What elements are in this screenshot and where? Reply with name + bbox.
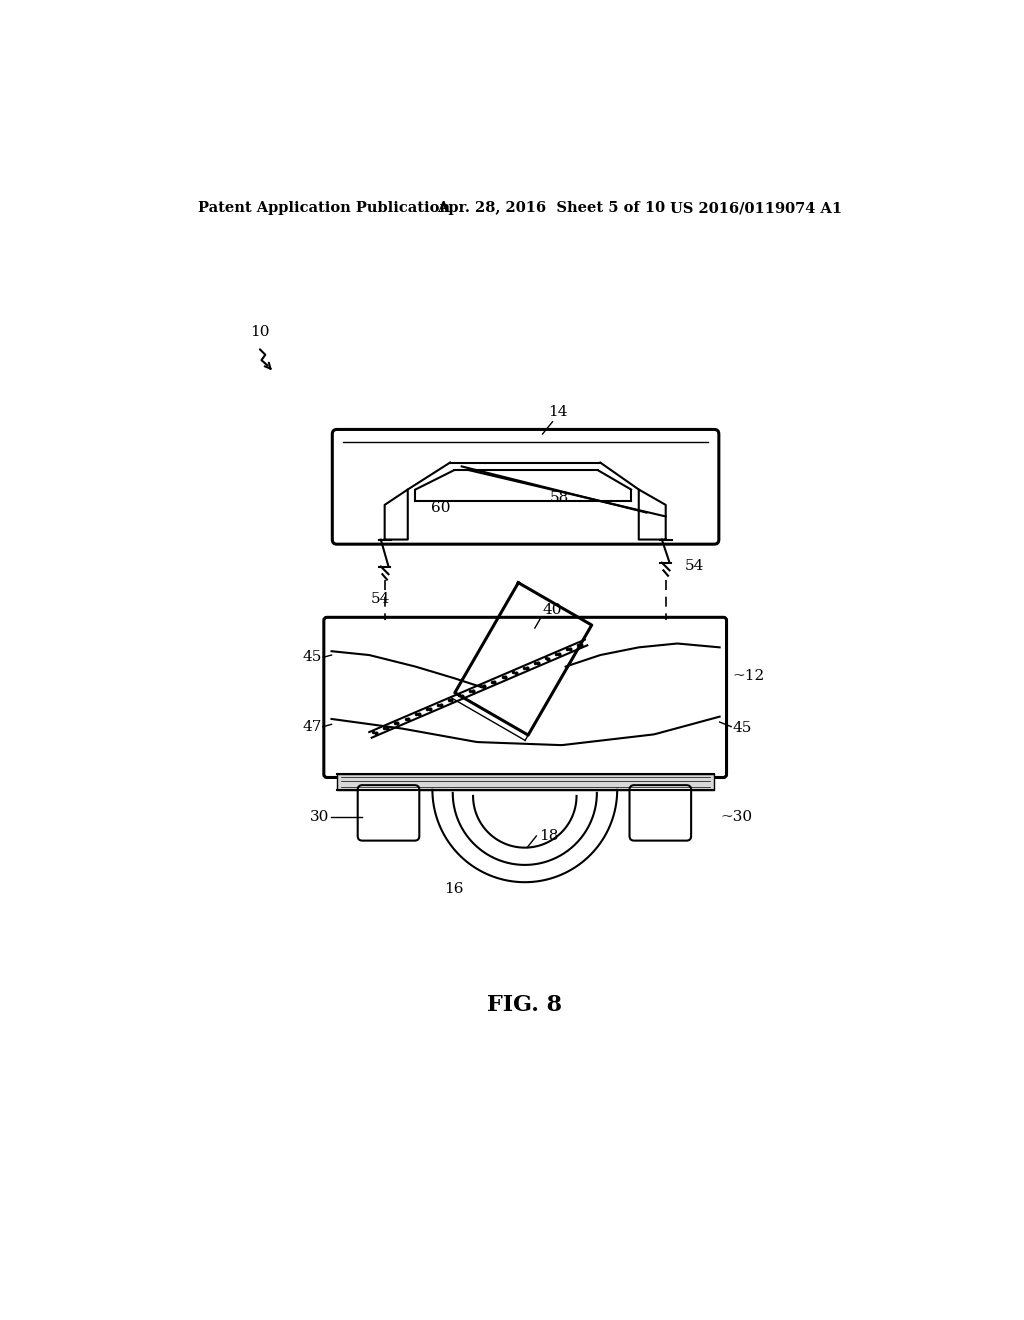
FancyBboxPatch shape <box>630 785 691 841</box>
Text: Patent Application Publication: Patent Application Publication <box>199 202 451 215</box>
Text: 45: 45 <box>302 651 322 664</box>
Text: FIG. 8: FIG. 8 <box>487 994 562 1016</box>
Text: ~12: ~12 <box>733 669 765 682</box>
Text: Apr. 28, 2016  Sheet 5 of 10: Apr. 28, 2016 Sheet 5 of 10 <box>437 202 666 215</box>
Text: 40: 40 <box>543 603 562 618</box>
Text: 16: 16 <box>444 882 464 896</box>
Text: 10: 10 <box>250 325 269 339</box>
Text: US 2016/0119074 A1: US 2016/0119074 A1 <box>670 202 842 215</box>
Bar <box>337 775 714 789</box>
Text: 58: 58 <box>550 491 569 506</box>
Text: 18: 18 <box>539 829 558 843</box>
Text: 30: 30 <box>310 809 330 824</box>
Text: 54: 54 <box>371 591 390 606</box>
Text: 54: 54 <box>685 560 705 573</box>
FancyBboxPatch shape <box>333 429 719 544</box>
Text: 60: 60 <box>431 502 451 515</box>
FancyBboxPatch shape <box>357 785 419 841</box>
FancyBboxPatch shape <box>324 618 727 777</box>
Text: ~30: ~30 <box>720 809 753 824</box>
Text: 45: 45 <box>733 721 752 735</box>
Text: 47: 47 <box>302 719 322 734</box>
Text: 14: 14 <box>548 405 567 418</box>
